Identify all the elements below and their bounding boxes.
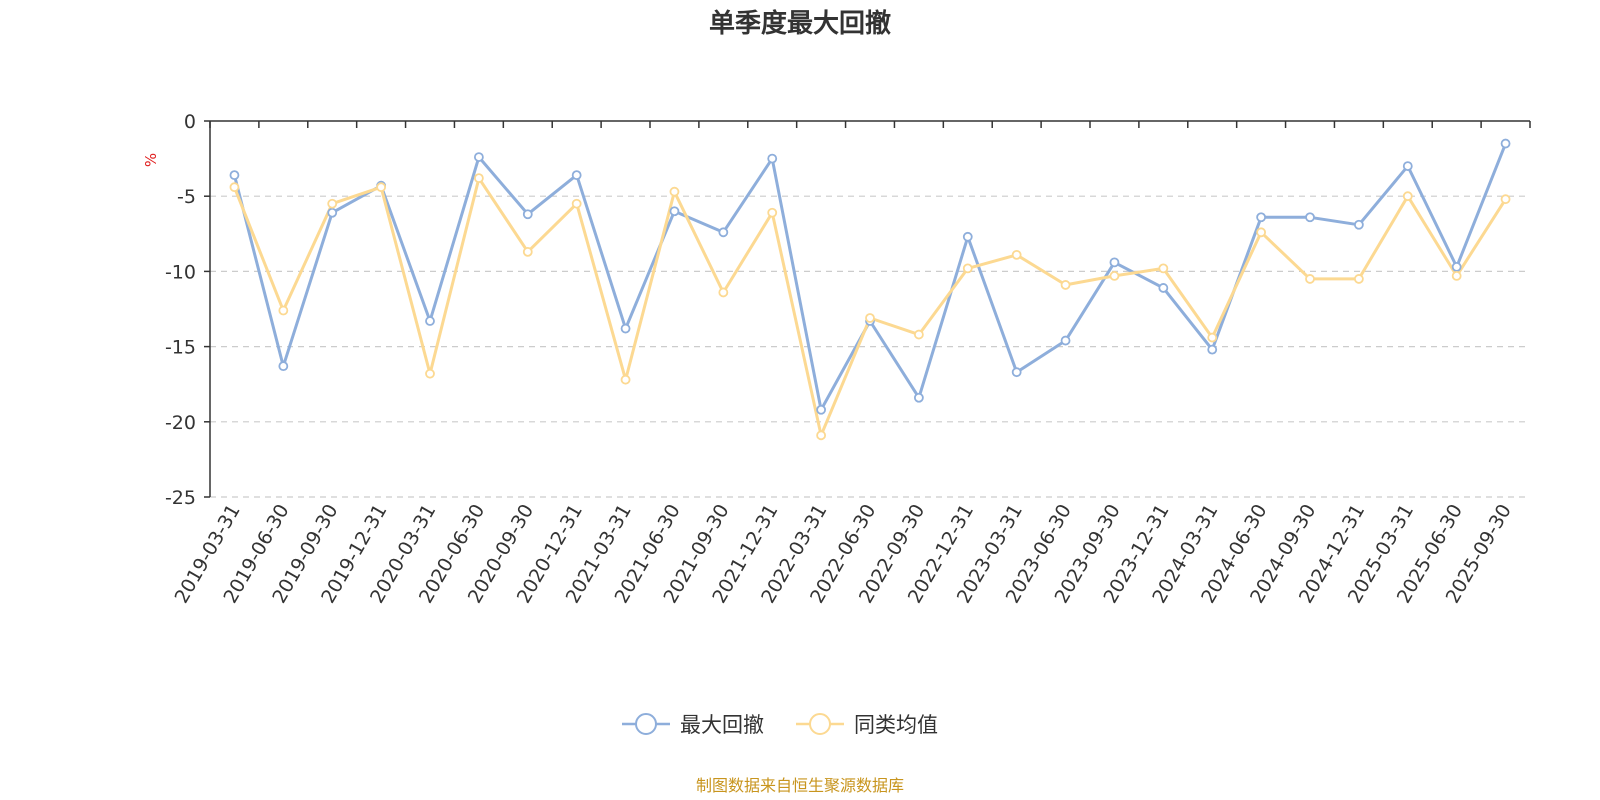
data-point-series-2 <box>1500 194 1511 205</box>
legend-label: 同类均值 <box>854 713 938 737</box>
y-tick-label: -15 <box>165 337 196 359</box>
data-point-series-1 <box>669 206 680 217</box>
data-point-series-1 <box>473 152 484 162</box>
data-point-series-2 <box>376 182 387 193</box>
data-point-series-2 <box>1353 274 1364 284</box>
legend-label: 最大回撤 <box>680 713 764 737</box>
data-source-note: 制图数据来自恒生聚源数据库 <box>696 776 904 795</box>
data-point-series-2 <box>473 173 484 184</box>
legend[interactable]: 最大回撤 同类均值 <box>622 713 938 737</box>
data-point-series-1 <box>327 207 338 218</box>
y-tick-label: 0 <box>184 111 196 133</box>
data-point-series-1 <box>1011 367 1022 378</box>
data-point-series-2 <box>1451 271 1462 281</box>
data-point-series-1 <box>718 227 729 238</box>
data-point-series-1 <box>425 316 435 326</box>
data-point-series-1 <box>571 170 582 181</box>
grid-layer <box>210 195 1530 498</box>
data-point-series-1 <box>620 323 631 334</box>
data-point-series-1 <box>1158 283 1169 293</box>
data-point-series-2 <box>327 198 338 209</box>
data-point-series-2 <box>1060 280 1071 290</box>
data-point-series-2 <box>620 374 631 385</box>
data-point-series-1 <box>278 361 289 372</box>
data-point-series-1 <box>962 231 973 242</box>
data-point-series-1 <box>1305 212 1315 223</box>
data-point-series-2 <box>1402 191 1413 202</box>
data-point-series-1 <box>767 153 778 164</box>
data-point-series-1 <box>913 392 924 403</box>
data-point-series-1 <box>522 209 533 220</box>
legend-marker-icon <box>635 713 657 735</box>
data-point-series-2 <box>1011 249 1022 260</box>
data-point-series-2 <box>962 263 973 274</box>
y-tick-label: -25 <box>165 487 196 509</box>
series-layer <box>229 138 1511 441</box>
y-tick-label: -10 <box>165 261 196 283</box>
legend-marker-icon <box>809 713 831 735</box>
data-point-series-1 <box>1109 257 1120 268</box>
legend-item-2[interactable]: 同类均值 <box>796 713 938 737</box>
data-point-series-1 <box>816 404 827 415</box>
y-tick-label: -20 <box>165 412 196 434</box>
data-point-series-2 <box>278 305 289 316</box>
data-point-series-2 <box>767 207 778 218</box>
data-point-series-2 <box>718 287 729 298</box>
data-point-series-2 <box>522 246 533 257</box>
data-point-series-2 <box>1158 263 1169 274</box>
data-point-series-2 <box>913 329 924 340</box>
y-axis-unit-label: % <box>142 153 160 167</box>
data-point-series-2 <box>229 182 240 193</box>
chart-title: 单季度最大回撤 <box>709 8 891 39</box>
data-point-series-1 <box>1060 335 1071 346</box>
data-point-series-1 <box>1451 261 1462 272</box>
data-point-series-1 <box>229 170 240 181</box>
data-point-series-2 <box>1109 271 1120 281</box>
data-point-series-2 <box>669 186 680 197</box>
series-line-1 <box>232 143 1507 412</box>
data-point-series-2 <box>816 430 827 441</box>
data-point-series-2 <box>425 368 435 379</box>
data-point-series-2 <box>1305 274 1315 284</box>
data-point-series-2 <box>1256 227 1267 238</box>
data-point-series-2 <box>865 313 875 323</box>
data-point-series-1 <box>1500 138 1511 149</box>
data-point-series-1 <box>1207 344 1218 355</box>
legend-item-1[interactable]: 最大回撤 <box>622 713 764 737</box>
data-point-series-2 <box>571 198 582 209</box>
y-tick-label: -5 <box>177 186 196 208</box>
data-point-series-1 <box>1256 212 1267 223</box>
data-point-series-1 <box>1402 161 1413 172</box>
data-point-series-2 <box>1207 332 1218 343</box>
data-point-series-1 <box>1353 219 1364 230</box>
